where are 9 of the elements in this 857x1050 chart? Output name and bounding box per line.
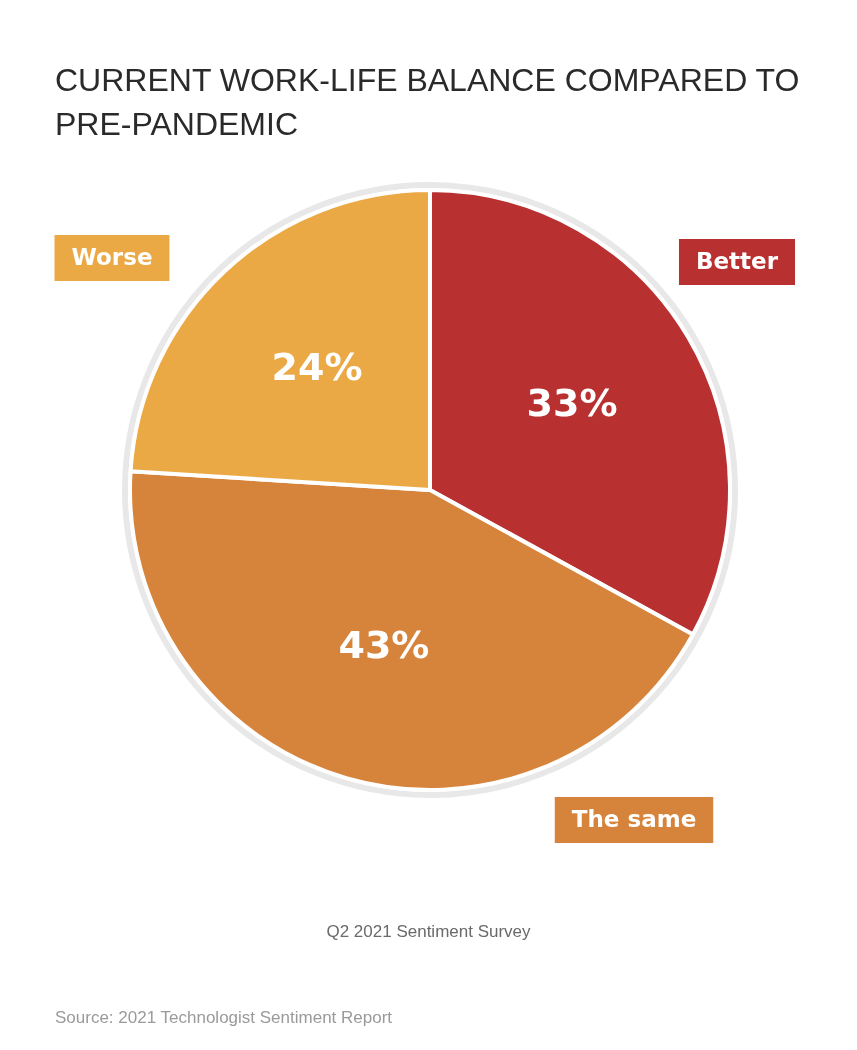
text: Q2 2021 Sentiment Survey <box>325 922 532 942</box>
slice-label: Worse <box>71 243 153 270</box>
data-label: 43% <box>338 623 430 668</box>
chart-title: CURRENT WORK-LIFE BALANCE COMPARED TO PRE-PANDEMIC <box>55 61 801 144</box>
data-label: 33% <box>526 380 618 425</box>
data-label: 24% <box>271 344 363 389</box>
slice-label: The same <box>571 805 697 832</box>
source-note: Source: 2021 Technologist Sentiment Report <box>55 1008 393 1028</box>
slice-label: Better <box>695 247 779 274</box>
